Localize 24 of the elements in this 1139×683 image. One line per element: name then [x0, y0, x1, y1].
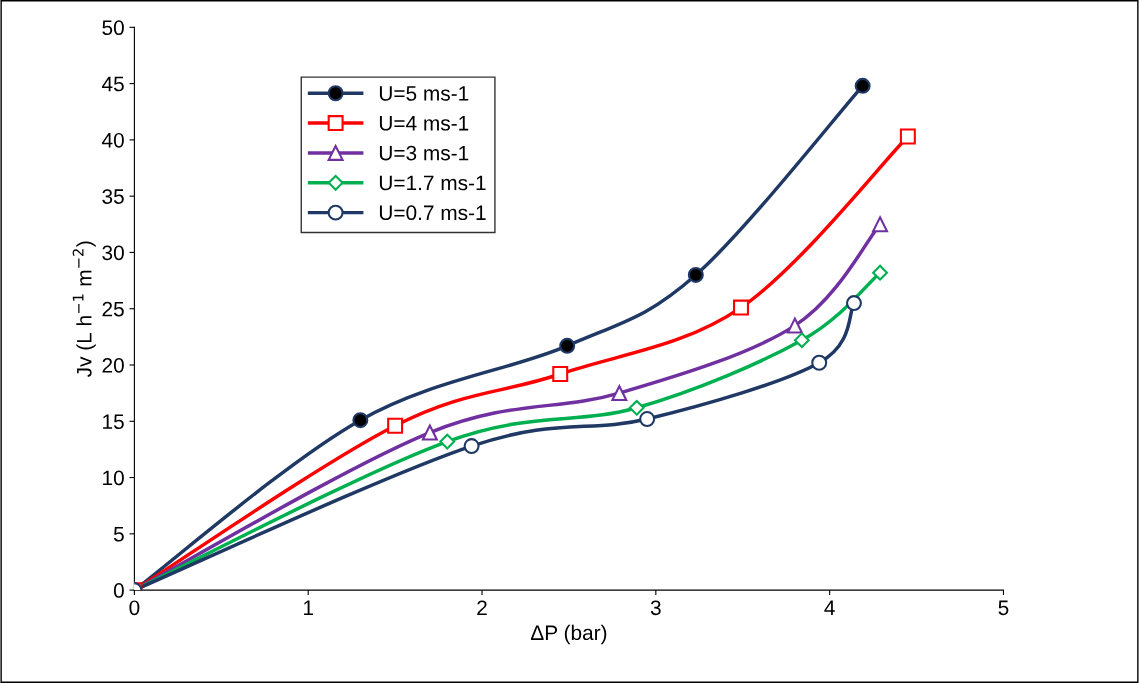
x-tick-label: 5 — [998, 600, 1009, 616]
y-tick-label: 40 — [101, 132, 124, 148]
y-tick-label: 5 — [113, 527, 124, 542]
legend-label: U=5 ms-1 — [379, 86, 469, 101]
x-axis-title: ΔP (bar) — [530, 624, 607, 645]
x-tick-label: 3 — [650, 600, 661, 616]
legend-label: U=4 ms-1 — [379, 116, 469, 131]
y-tick-label: 0 — [113, 583, 124, 598]
x-tick-label: 1 — [304, 600, 313, 615]
x-tick-label: 4 — [824, 600, 835, 615]
x-tick-label: 0 — [129, 600, 140, 616]
legend-label: U=0.7 ms-1 — [379, 205, 486, 221]
legend-label: U=1.7 ms-1 — [379, 175, 486, 191]
y-tick-label: 35 — [102, 189, 124, 204]
y-tick-label: 50 — [102, 20, 124, 36]
x-tick-label: 2 — [477, 600, 487, 615]
y-tick-label: 30 — [102, 245, 124, 261]
y-tick-label: 15 — [103, 414, 124, 430]
y-tick-label: 25 — [102, 301, 124, 317]
y-tick-label: 10 — [103, 470, 124, 486]
y-tick-label: 20 — [102, 358, 124, 373]
y-tick-label: 45 — [101, 76, 124, 92]
y-axis-title: Jv (L h$^{−1}$ m$^{−2}$) — [72, 241, 96, 378]
legend-label: U=3 ms-1 — [379, 145, 469, 161]
